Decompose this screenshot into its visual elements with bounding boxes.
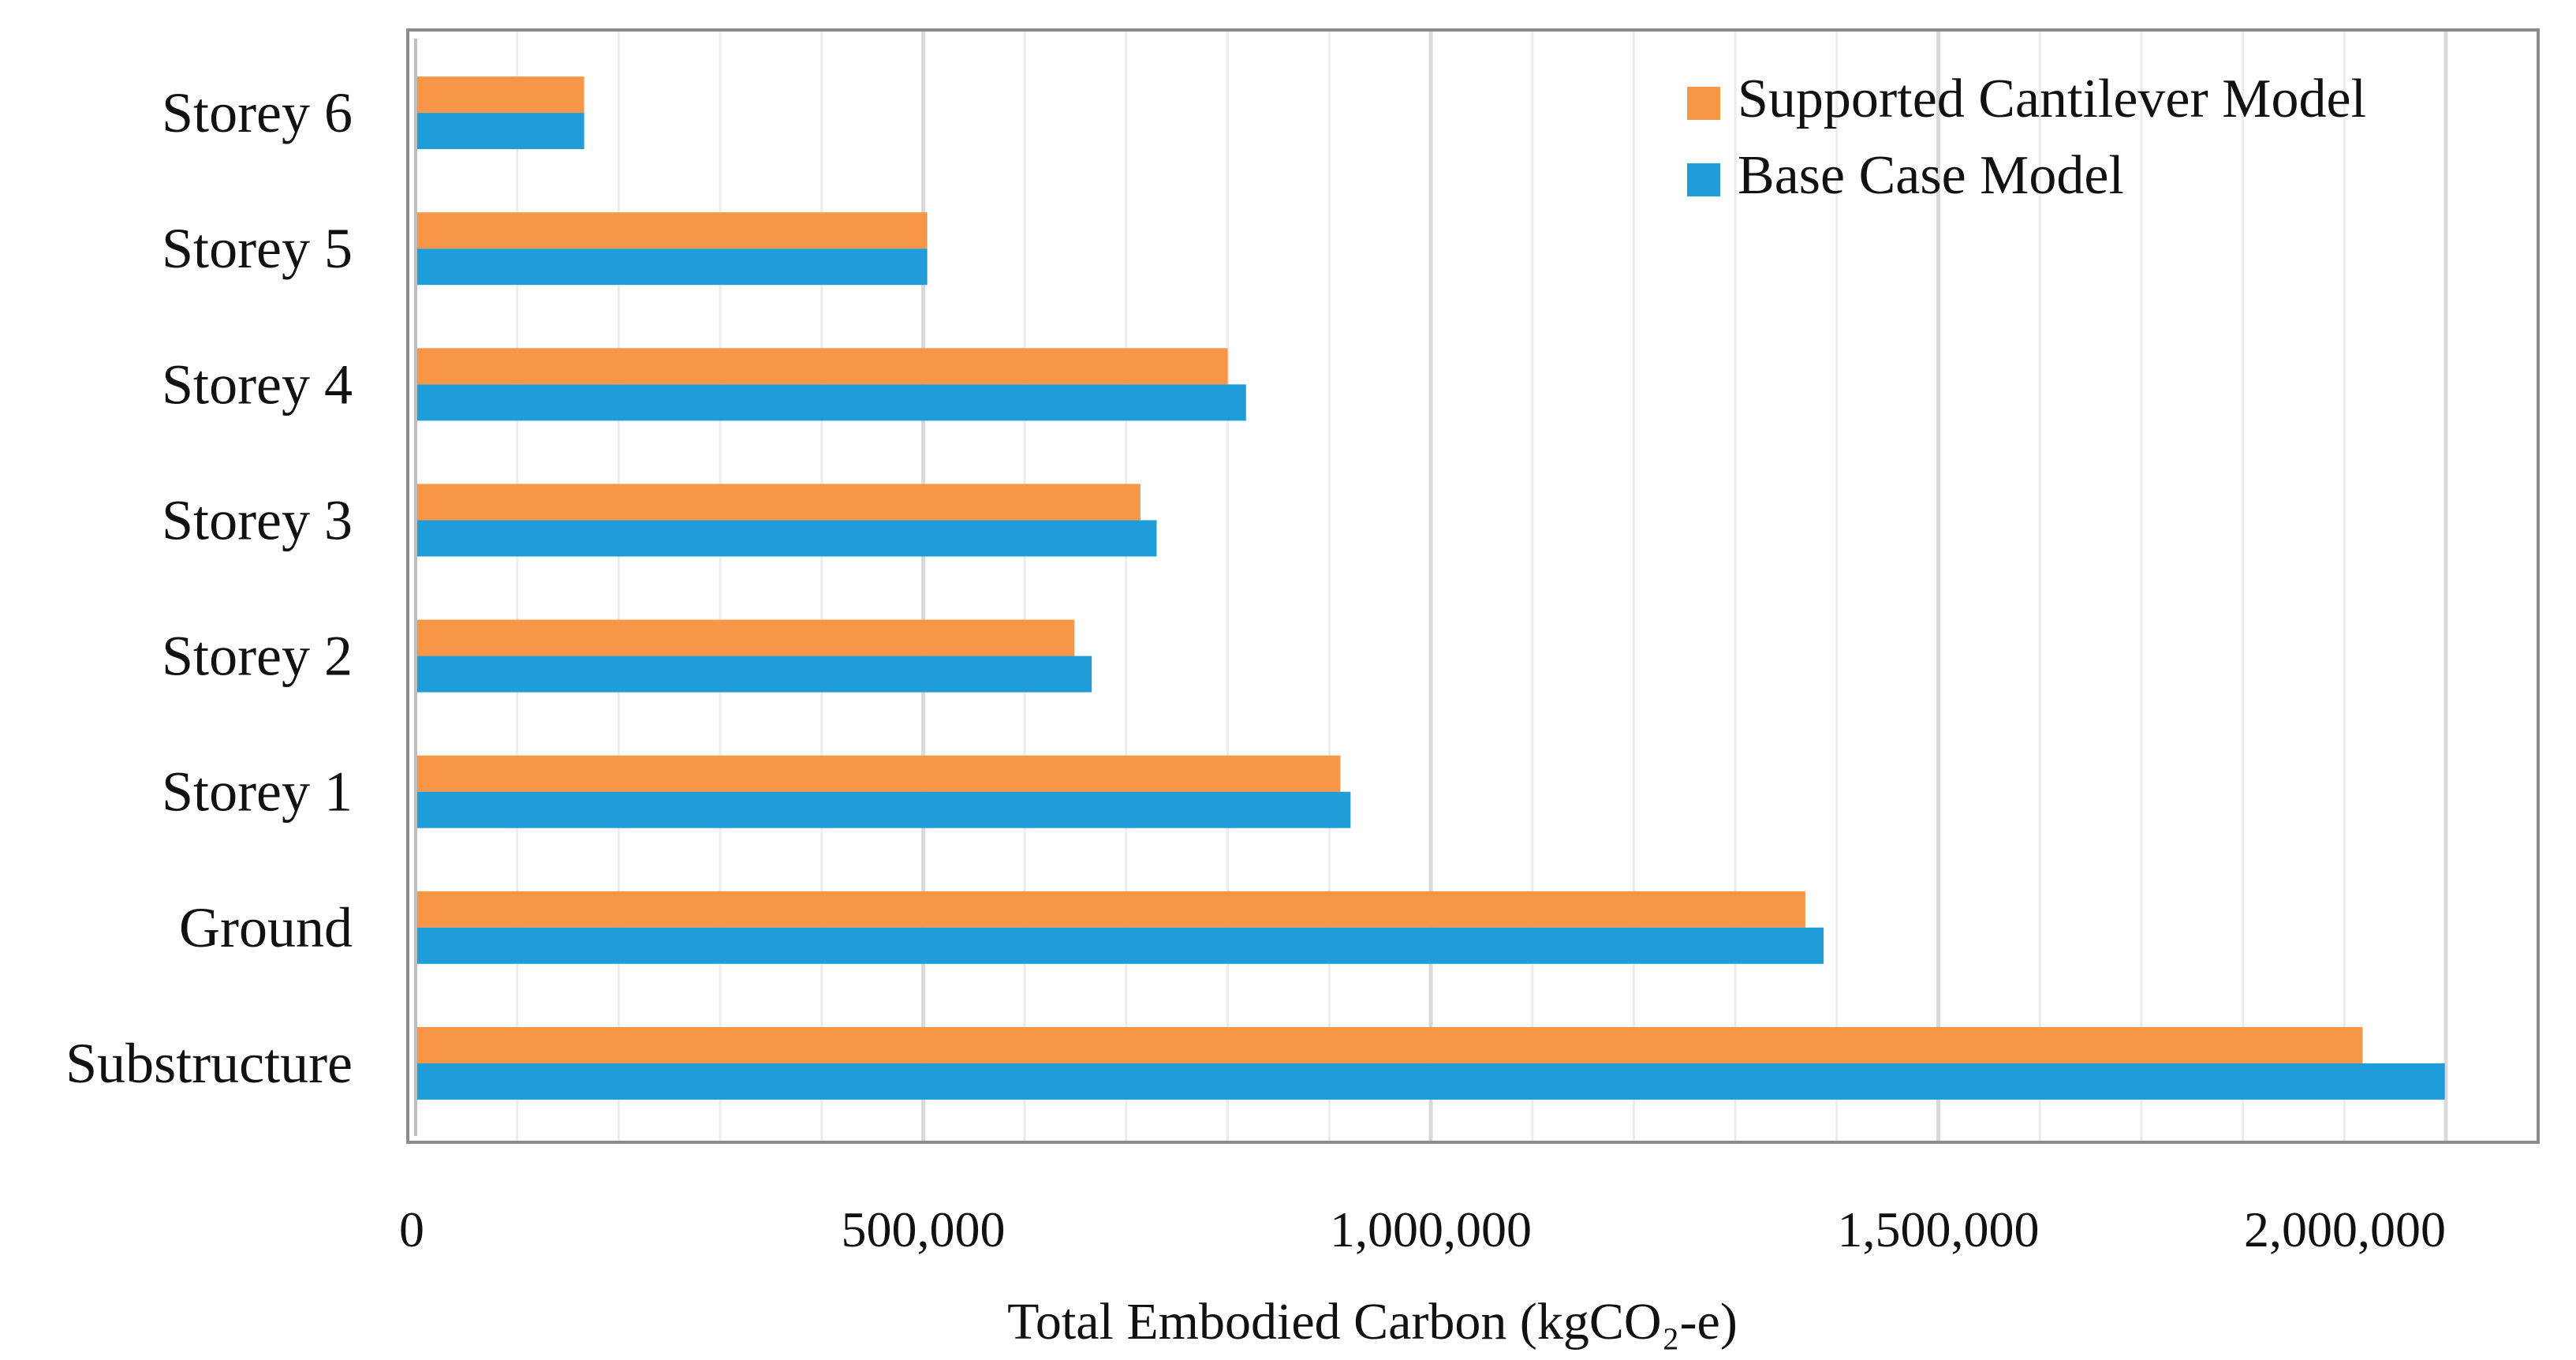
category-label: Substructure bbox=[65, 1032, 353, 1095]
bar-base-case-storey-5 bbox=[416, 248, 928, 286]
x-tick-label: 0 bbox=[399, 1201, 424, 1257]
bars bbox=[416, 77, 2445, 1100]
bar-base-case-storey-2 bbox=[416, 656, 1092, 693]
bar-supported-cantilever-storey-3 bbox=[416, 484, 1141, 521]
bar-base-case-storey-6 bbox=[416, 113, 584, 150]
category-label: Storey 5 bbox=[162, 217, 353, 280]
axes bbox=[406, 28, 2540, 1144]
legend-swatch bbox=[1687, 87, 1720, 120]
bar-supported-cantilever-storey-4 bbox=[416, 348, 1228, 385]
x-tick-label: 1,500,000 bbox=[1838, 1201, 2040, 1257]
x-tick-label: 2,000,000 bbox=[2244, 1201, 2446, 1257]
legend-swatch bbox=[1687, 163, 1720, 196]
category-labels: Storey 6 Storey 5 Storey 4 Storey 3 Storey 2… bbox=[65, 81, 353, 1095]
legend-label: Supported Cantilever Model bbox=[1738, 69, 2366, 129]
category-label: Storey 1 bbox=[162, 760, 353, 824]
bar-base-case-storey-3 bbox=[416, 520, 1157, 557]
category-label: Ground bbox=[179, 896, 353, 959]
category-label: Storey 2 bbox=[162, 625, 353, 688]
bar-base-case-substructure bbox=[416, 1063, 2445, 1100]
bar-supported-cantilever-storey-1 bbox=[416, 755, 1341, 792]
x-axis-title: Total Embodied Carbon (kgCO₂-e) bbox=[1007, 1293, 1738, 1351]
bar-supported-cantilever-substructure bbox=[416, 1026, 2363, 1063]
legend-label: Base Case Model bbox=[1738, 145, 2124, 206]
plot-frame bbox=[406, 28, 2540, 1144]
category-label: Storey 4 bbox=[162, 353, 353, 416]
x-tick-labels: 0 500,000 1,000,000 1,500,000 2,000,000 bbox=[399, 1201, 2446, 1257]
category-label: Storey 6 bbox=[162, 81, 353, 144]
category-label: Storey 3 bbox=[162, 488, 353, 551]
bar-supported-cantilever-storey-5 bbox=[416, 212, 928, 249]
x-tick-label: 1,000,000 bbox=[1330, 1201, 1532, 1257]
bar-base-case-storey-4 bbox=[416, 384, 1246, 421]
bar-base-case-ground bbox=[416, 927, 1824, 964]
bar-base-case-storey-1 bbox=[416, 791, 1351, 828]
bar-supported-cantilever-ground bbox=[416, 891, 1805, 928]
bar-supported-cantilever-storey-2 bbox=[416, 619, 1075, 656]
x-tick-label: 500,000 bbox=[842, 1201, 1006, 1257]
bar-supported-cantilever-storey-6 bbox=[416, 77, 584, 114]
legend: Supported Cantilever Model Base Case Mode… bbox=[1687, 69, 2366, 206]
